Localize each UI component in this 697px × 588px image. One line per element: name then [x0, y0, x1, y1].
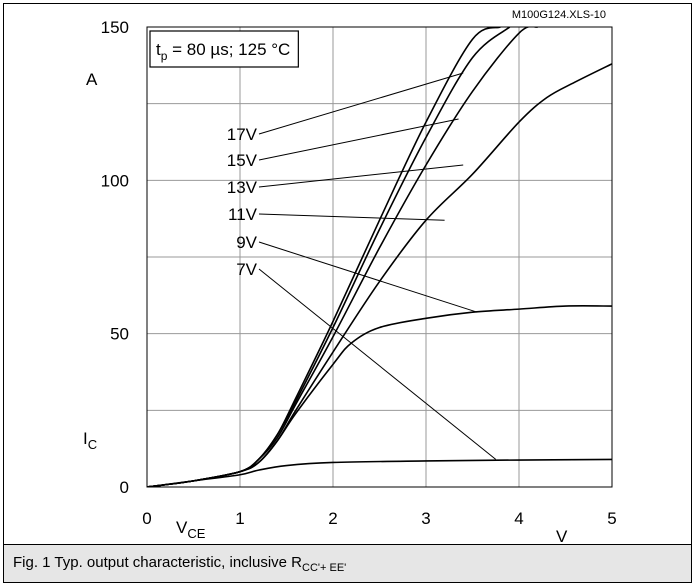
condition-box-frame — [149, 30, 299, 68]
x-tick-label: 5 — [607, 509, 616, 528]
caption-bar: Fig. 1 Typ. output characteristic, inclu… — [4, 544, 691, 582]
x-tick-label: 4 — [514, 509, 523, 528]
y-tick-label: 150 — [101, 18, 129, 37]
series-line-7V — [147, 458, 612, 487]
x-axis-label-main: V — [176, 518, 188, 537]
series-label-11V: 11V — [228, 205, 258, 224]
x-axis-unit: V — [556, 527, 568, 546]
x-axis-label-sub: CE — [187, 526, 205, 541]
condition-t-sub: p — [161, 49, 168, 63]
file-reference: M100G124.XLS-10 — [512, 9, 606, 21]
leader-line-9V — [258, 241, 478, 313]
caption-text: Fig. 1 Typ. output characteristic, inclu… — [13, 554, 303, 571]
x-tick-label: 0 — [142, 509, 151, 528]
condition-label: tp = 80 µs; 125 °C — [156, 40, 290, 63]
condition-rest: = 80 µs; 125 °C — [167, 40, 290, 59]
grid — [147, 27, 612, 487]
y-axis-label: IC — [83, 429, 97, 452]
leader-line-15V — [258, 118, 459, 161]
y-tick-label: 100 — [101, 171, 129, 190]
x-tick-label: 1 — [235, 509, 244, 528]
leader-line-13V — [258, 164, 464, 188]
y-tick-label: 50 — [110, 325, 129, 344]
x-axis-label: VCE — [176, 518, 206, 541]
legend-leaders: 17V 15V 13V 11V 9V 7V — [227, 72, 497, 460]
plot-border — [146, 26, 613, 488]
y-tick-labels: 0 50 100 150 — [101, 18, 129, 497]
series-group — [147, 27, 612, 487]
series-label-15V: 15V — [227, 151, 258, 170]
leader-line-11V — [258, 213, 445, 221]
x-tick-label: 3 — [421, 509, 430, 528]
leader-line-17V — [258, 72, 464, 135]
y-axis-label-main: I — [83, 429, 88, 448]
x-tick-labels: 0 1 2 3 4 5 — [142, 509, 616, 528]
condition-t: t — [156, 40, 161, 59]
condition-box: tp = 80 µs; 125 °C — [149, 30, 299, 68]
figure-caption: Fig. 1 Typ. output characteristic, inclu… — [13, 554, 346, 574]
y-tick-label: 0 — [120, 478, 129, 497]
caption-subscript: CC'+ EE' — [302, 562, 347, 574]
y-axis-label-sub: C — [88, 437, 97, 452]
series-label-13V: 13V — [227, 178, 258, 197]
series-line-9V — [147, 305, 612, 487]
x-tick-label: 2 — [328, 509, 337, 528]
series-label-17V: 17V — [227, 125, 258, 144]
figure-frame: Fig. 1 Typ. output characteristic, inclu… — [3, 3, 692, 583]
series-label-7V: 7V — [236, 260, 257, 279]
series-label-9V: 9V — [236, 233, 257, 252]
series-line-11V — [147, 63, 612, 487]
leader-line-7V — [258, 268, 497, 460]
y-axis-unit: A — [86, 70, 98, 89]
